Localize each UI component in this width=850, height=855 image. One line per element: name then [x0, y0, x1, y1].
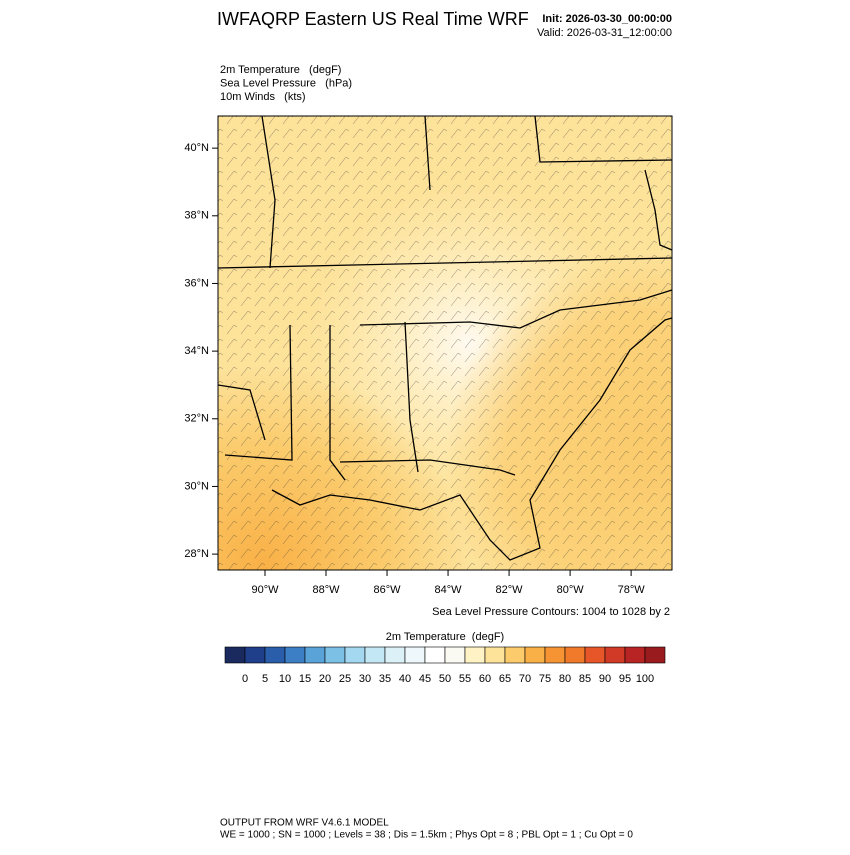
colorbar-box [544, 646, 566, 664]
colorbar-box [504, 646, 526, 664]
colorbar-tick-label: 75 [539, 673, 551, 685]
lon-tick-label: 80°W [557, 584, 585, 596]
colorbar-tick-label: 95 [619, 673, 631, 685]
colorbar-tick-label: 85 [579, 673, 591, 685]
colorbar-tick-label: 5 [262, 673, 268, 685]
lon-tick-label: 86°W [374, 584, 402, 596]
colorbar-box [564, 646, 586, 664]
colorbar-tick-label: 45 [419, 673, 431, 685]
lat-tick-label: 32°N [184, 413, 209, 425]
colorbar-box [604, 646, 626, 664]
colorbar-tick-label: 65 [499, 673, 511, 685]
colorbar-box [304, 646, 326, 664]
colorbar-tick-label: 90 [599, 673, 611, 685]
colorbar-tick-label: 25 [339, 673, 351, 685]
contour-note: Sea Level Pressure Contours: 1004 to 102… [432, 606, 670, 618]
lat-tick-label: 34°N [184, 345, 209, 357]
footer-line: WE = 1000 ; SN = 1000 ; Levels = 38 ; Di… [220, 830, 633, 841]
wind-barbs [218, 116, 672, 570]
colorbar-tick-label: 40 [399, 673, 411, 685]
lat-tick-label: 30°N [184, 480, 209, 492]
lon-tick-label: 84°W [435, 584, 463, 596]
colorbar-tick-label: 20 [319, 673, 331, 685]
colorbar-title: 2m Temperature (degF) [386, 631, 504, 643]
lat-tick-label: 36°N [184, 277, 209, 289]
colorbar-box [624, 646, 646, 664]
colorbar-tick-label: 80 [559, 673, 571, 685]
init-time: Init: 2026-03-30_00:00:00 [542, 13, 672, 25]
colorbar-box [584, 646, 606, 664]
field-label: Sea Level Pressure (hPa) [220, 77, 352, 89]
colorbar-tick-label: 50 [439, 673, 451, 685]
colorbar-box [224, 646, 246, 664]
lat-tick-label: 28°N [184, 548, 209, 560]
colorbar-box [644, 646, 666, 664]
colorbar-box [324, 646, 346, 664]
boundaries [217, 115, 673, 561]
field-label: 2m Temperature (degF) [220, 64, 341, 76]
title: IWFAQRP Eastern US Real Time WRF [217, 9, 529, 29]
field-label: 10m Winds (kts) [220, 91, 306, 103]
colorbar-box [244, 646, 266, 664]
colorbar-box [284, 646, 306, 664]
map [217, 115, 673, 571]
colorbar-tick-label: 60 [479, 673, 491, 685]
colorbar-tick-label: 55 [459, 673, 471, 685]
lat-tick-label: 38°N [184, 210, 209, 222]
colorbar-tick-label: 15 [299, 673, 311, 685]
colorbar-tick-label: 0 [242, 673, 248, 685]
colorbar-box [364, 646, 386, 664]
footer-line: OUTPUT FROM WRF V4.6.1 MODEL [220, 818, 389, 829]
colorbar-box [344, 646, 366, 664]
colorbar-tick-label: 30 [359, 673, 371, 685]
colorbar-box [464, 646, 486, 664]
colorbar-tick-label: 10 [279, 673, 291, 685]
colorbar-box [484, 646, 506, 664]
lon-tick-label: 82°W [496, 584, 524, 596]
colorbar-tick-label: 35 [379, 673, 391, 685]
lat-tick-label: 40°N [184, 142, 209, 154]
lon-tick-label: 90°W [251, 584, 279, 596]
map-frame [217, 115, 673, 571]
lon-tick-label: 78°W [618, 584, 646, 596]
colorbar-box [404, 646, 426, 664]
colorbar-box [524, 646, 546, 664]
field-list: 2m Temperature (degF)Sea Level Pressure … [220, 64, 352, 103]
colorbar-box [444, 646, 466, 664]
colorbar-box [424, 646, 446, 664]
colorbar-tick-label: 70 [519, 673, 531, 685]
colorbar-box [264, 646, 286, 664]
colorbar-box [384, 646, 406, 664]
valid-time: Valid: 2026-03-31_12:00:00 [537, 27, 672, 39]
lon-tick-label: 88°W [312, 584, 340, 596]
colorbar-tick-label: 100 [636, 673, 654, 685]
